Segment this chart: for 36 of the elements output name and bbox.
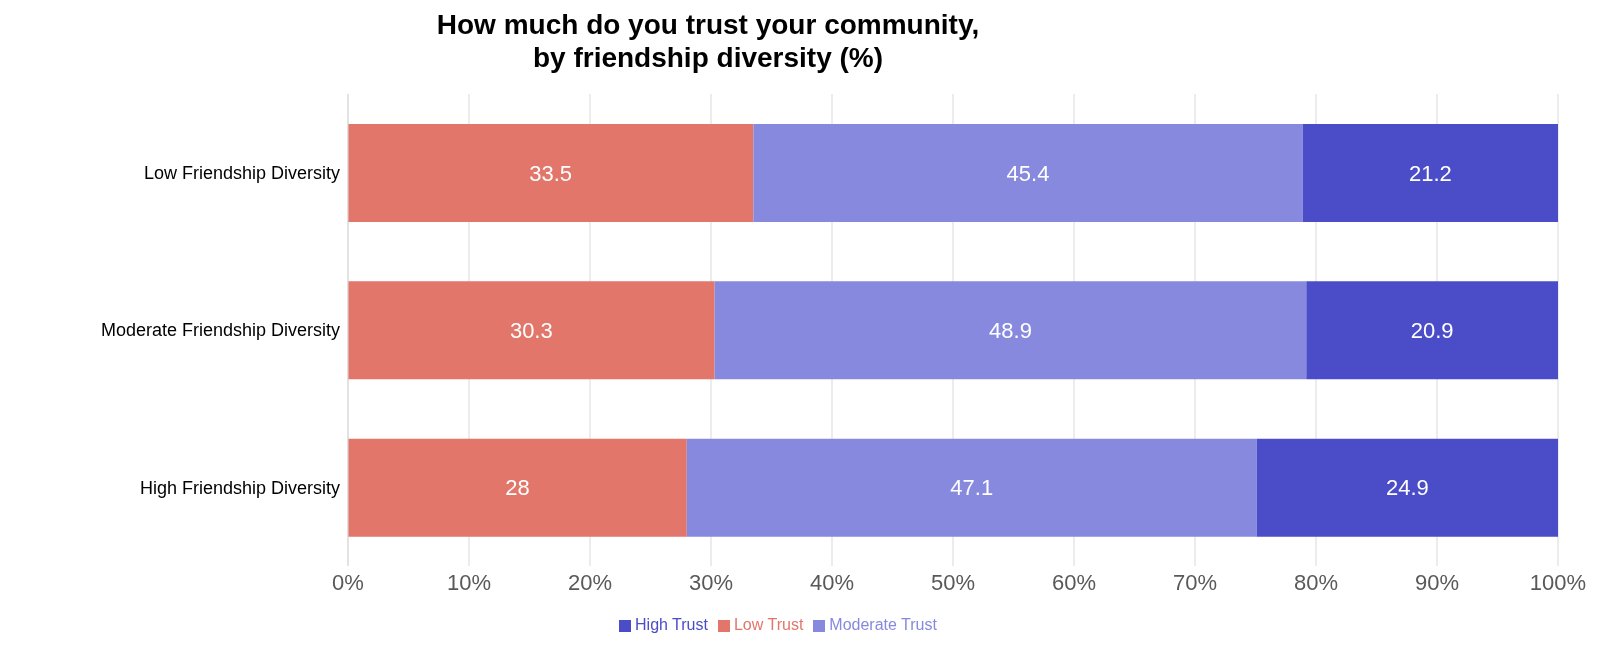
data-label: 48.9 (989, 318, 1032, 344)
data-label: 45.4 (1006, 160, 1050, 186)
x-tick-label: 20% (567, 569, 613, 595)
legend-label: High Trust (635, 616, 708, 633)
chart-title: How much do you trust your community, by friendship diversity (%) (435, 8, 981, 74)
x-tick-label: 30% (688, 569, 734, 595)
bar (348, 281, 715, 380)
bar (753, 124, 1303, 222)
x-tick-label: 60% (1051, 569, 1097, 595)
bar (1256, 438, 1558, 537)
y-tick-label: Low Friendship Diversity (143, 163, 340, 184)
y-tick-label: High Friendship Diversity (139, 477, 340, 498)
y-tick-label: Moderate Friendship Diversity (100, 320, 340, 341)
data-label: 24.9 (1385, 475, 1429, 501)
legend-label: Moderate Trust (829, 616, 937, 633)
bar (1306, 281, 1558, 380)
bar (348, 124, 754, 222)
x-tick-label: 10% (446, 569, 492, 595)
x-tick-label: 80% (1293, 569, 1339, 595)
data-label: 33.5 (529, 160, 573, 186)
x-tick-label: 0% (332, 569, 364, 595)
data-label: 21.2 (1408, 160, 1452, 186)
x-tick-label: 40% (809, 569, 855, 595)
bar (348, 438, 687, 537)
x-tick-label: 90% (1414, 569, 1460, 595)
data-label: 28 (505, 475, 530, 501)
bar (1302, 124, 1558, 222)
bar (714, 281, 1307, 380)
bar (686, 438, 1257, 537)
x-tick-label: 50% (930, 569, 976, 595)
x-tick-label: 70% (1172, 569, 1218, 595)
data-label: 20.9 (1410, 318, 1454, 344)
data-label: 47.1 (950, 475, 994, 501)
data-label: 30.3 (509, 318, 553, 344)
x-tick-label: 100% (1529, 569, 1587, 595)
legend-label: Low Trust (733, 616, 804, 633)
